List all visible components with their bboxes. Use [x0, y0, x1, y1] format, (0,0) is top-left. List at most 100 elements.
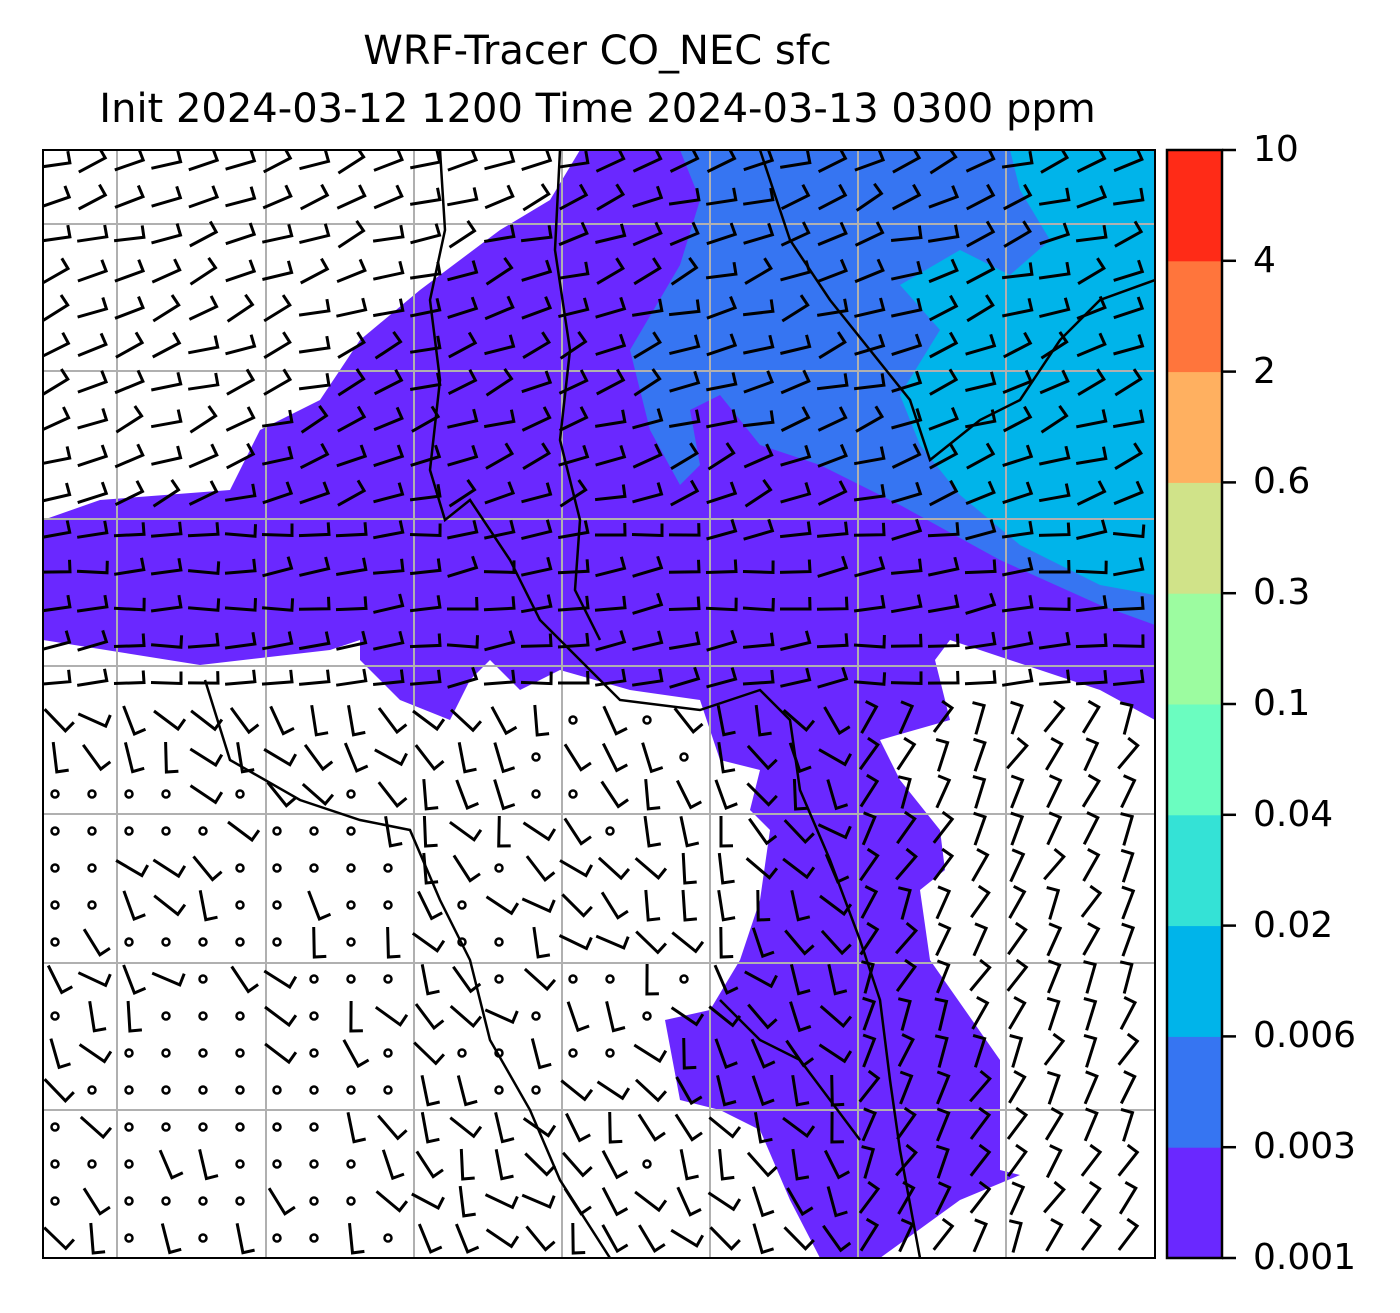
- wind-barb: [969, 958, 992, 992]
- wind-barb: [447, 187, 479, 207]
- wind-barb: [1039, 559, 1071, 574]
- wind-barb: [897, 886, 912, 920]
- wind-barb: [307, 890, 332, 921]
- wind-barb: [891, 518, 923, 541]
- wind-barb: [862, 996, 877, 1031]
- wind-barb: [830, 1111, 844, 1144]
- calm-wind-marker: [309, 1085, 319, 1095]
- wind-barb: [312, 926, 327, 959]
- wind-barb: [936, 1107, 951, 1142]
- wind-barb: [484, 334, 516, 356]
- wind-barb: [679, 815, 700, 848]
- wind-barb: [263, 368, 293, 396]
- wind-barb: [1118, 1180, 1138, 1215]
- wind-barb: [817, 555, 849, 578]
- calm-wind-marker: [457, 900, 467, 910]
- wind-barb: [452, 965, 482, 994]
- wind-barb: [1046, 996, 1061, 1031]
- wind-barb: [1083, 960, 1097, 994]
- wind-barb: [1113, 334, 1145, 356]
- calm-wind-marker: [50, 826, 60, 836]
- calm-wind-marker: [272, 1159, 282, 1169]
- wind-barb: [373, 368, 404, 396]
- wind-barb: [670, 442, 700, 470]
- wind-barb: [681, 852, 697, 885]
- wind-barb: [892, 183, 922, 211]
- wind-barb: [969, 1180, 992, 1214]
- calm-wind-marker: [161, 1196, 171, 1206]
- wind-barb: [641, 742, 664, 774]
- wind-barb: [1112, 669, 1145, 686]
- wind-barb: [337, 368, 366, 397]
- wind-barb: [113, 670, 146, 685]
- calm-wind-marker: [161, 937, 171, 947]
- calm-wind-marker: [235, 1048, 245, 1058]
- wind-barb: [1081, 1180, 1102, 1215]
- wind-barb: [563, 1187, 592, 1216]
- wind-barb: [670, 1006, 705, 1027]
- wind-barb: [780, 406, 811, 432]
- wind-barb: [780, 221, 811, 247]
- wind-barb: [298, 669, 331, 686]
- wind-barb: [484, 1193, 519, 1210]
- calm-wind-marker: [198, 937, 208, 947]
- wind-barb: [1075, 633, 1108, 649]
- wind-barb: [484, 1008, 519, 1025]
- colorbar-tick-label: 0.1: [1253, 683, 1311, 724]
- wind-barb: [705, 261, 738, 280]
- wind-barb: [77, 481, 109, 505]
- wind-barb: [188, 150, 220, 172]
- wind-barb: [1046, 1070, 1061, 1105]
- wind-barb: [1082, 847, 1101, 882]
- wind-barb: [1083, 737, 1100, 772]
- colorbar-tick-label: 0.02: [1253, 904, 1334, 946]
- wind-barb: [1038, 445, 1071, 466]
- wind-barb: [557, 595, 590, 612]
- wind-barb: [151, 258, 182, 284]
- wind-barb: [152, 294, 181, 323]
- wind-barb: [743, 150, 775, 172]
- wind-barb: [410, 223, 442, 245]
- wind-barb: [1040, 405, 1069, 434]
- wind-barb: [818, 183, 848, 211]
- wind-barb: [1121, 885, 1136, 920]
- wind-barb: [1114, 368, 1143, 397]
- wind-barb: [896, 1106, 917, 1141]
- wind-barb: [780, 183, 811, 211]
- wind-barb: [1009, 848, 1026, 883]
- wind-barb: [224, 524, 257, 538]
- wind-barb: [151, 371, 183, 392]
- wind-barb: [818, 1043, 853, 1064]
- wind-barb: [827, 963, 848, 996]
- wind-barb: [743, 222, 775, 245]
- wind-barb: [927, 633, 960, 648]
- wind-barb: [346, 1112, 367, 1144]
- wind-barb: [929, 479, 959, 507]
- wind-barb: [894, 921, 919, 955]
- wind-barb: [859, 1217, 880, 1252]
- wind-barb: [522, 183, 551, 212]
- wind-barb: [449, 708, 483, 733]
- wind-barb: [43, 708, 75, 733]
- wind-barb: [1001, 594, 1034, 613]
- wind-barb: [818, 331, 847, 360]
- wind-barb: [1003, 405, 1033, 433]
- wind-barb: [1043, 699, 1066, 733]
- wind-barb: [412, 709, 446, 732]
- wind-barb: [224, 598, 257, 612]
- wind-barb: [1038, 261, 1071, 280]
- wind-barb: [634, 1078, 668, 1103]
- wind-barb: [861, 811, 877, 846]
- wind-barb: [226, 293, 255, 323]
- wind-barb: [225, 150, 257, 171]
- wind-barb: [854, 297, 886, 318]
- wind-barb: [969, 1143, 992, 1177]
- wind-barb: [151, 971, 186, 987]
- wind-barb: [1117, 1032, 1140, 1066]
- wind-barb: [262, 481, 294, 505]
- wind-barb: [1038, 669, 1071, 686]
- wind-barb: [669, 666, 701, 689]
- wind-barb: [706, 333, 738, 357]
- wind-barb: [1008, 884, 1027, 919]
- calm-wind-marker: [346, 826, 356, 836]
